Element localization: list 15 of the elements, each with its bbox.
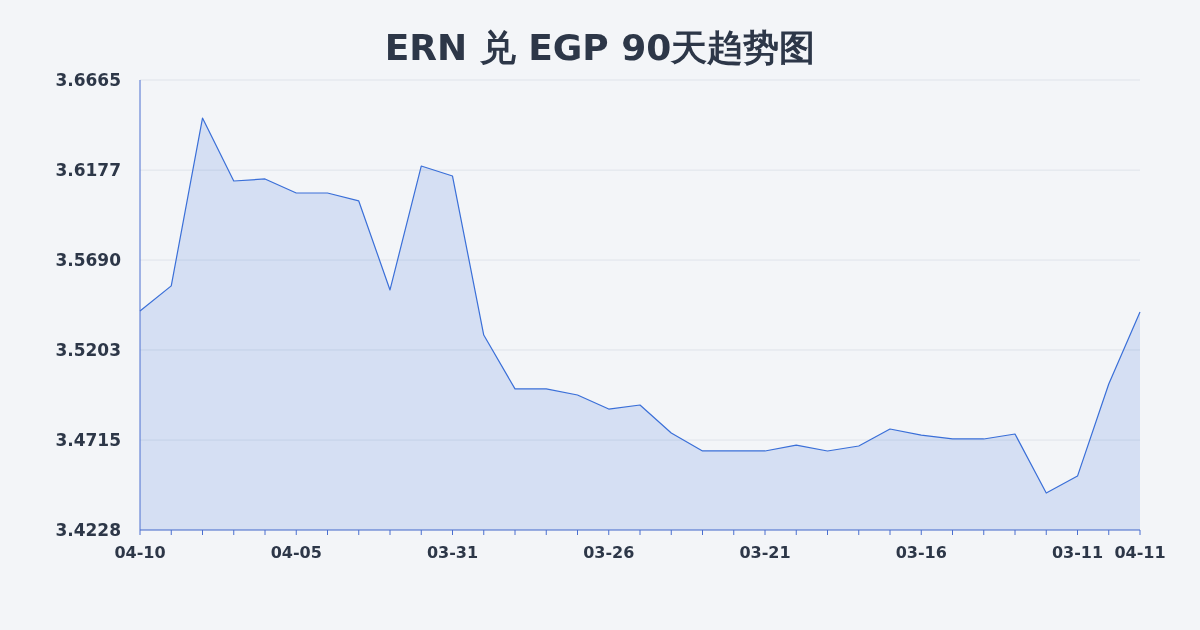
chart-title: ERN 兑 EGP 90天趋势图 — [384, 27, 816, 68]
y-tick-label: 3.6177 — [55, 160, 121, 181]
y-tick-label: 3.5203 — [55, 339, 121, 360]
x-tick-label: 03-26 — [583, 543, 635, 562]
y-tick-label: 3.6665 — [55, 70, 121, 90]
x-tick-label: 04-10 — [114, 543, 166, 562]
y-tick-label: 3.5690 — [55, 250, 122, 271]
x-tick-label: 04-11 — [1114, 543, 1166, 562]
x-tick-label: 03-21 — [739, 543, 791, 562]
x-tick-label: 03-11 — [1051, 543, 1104, 562]
x-tick-label: 03-16 — [895, 543, 947, 562]
y-tick-label: 3.4228 — [55, 520, 121, 540]
x-tick-label: 03-31 — [426, 543, 479, 562]
y-tick-label: 3.4715 — [55, 430, 121, 451]
x-tick-label: 04-05 — [270, 543, 322, 562]
